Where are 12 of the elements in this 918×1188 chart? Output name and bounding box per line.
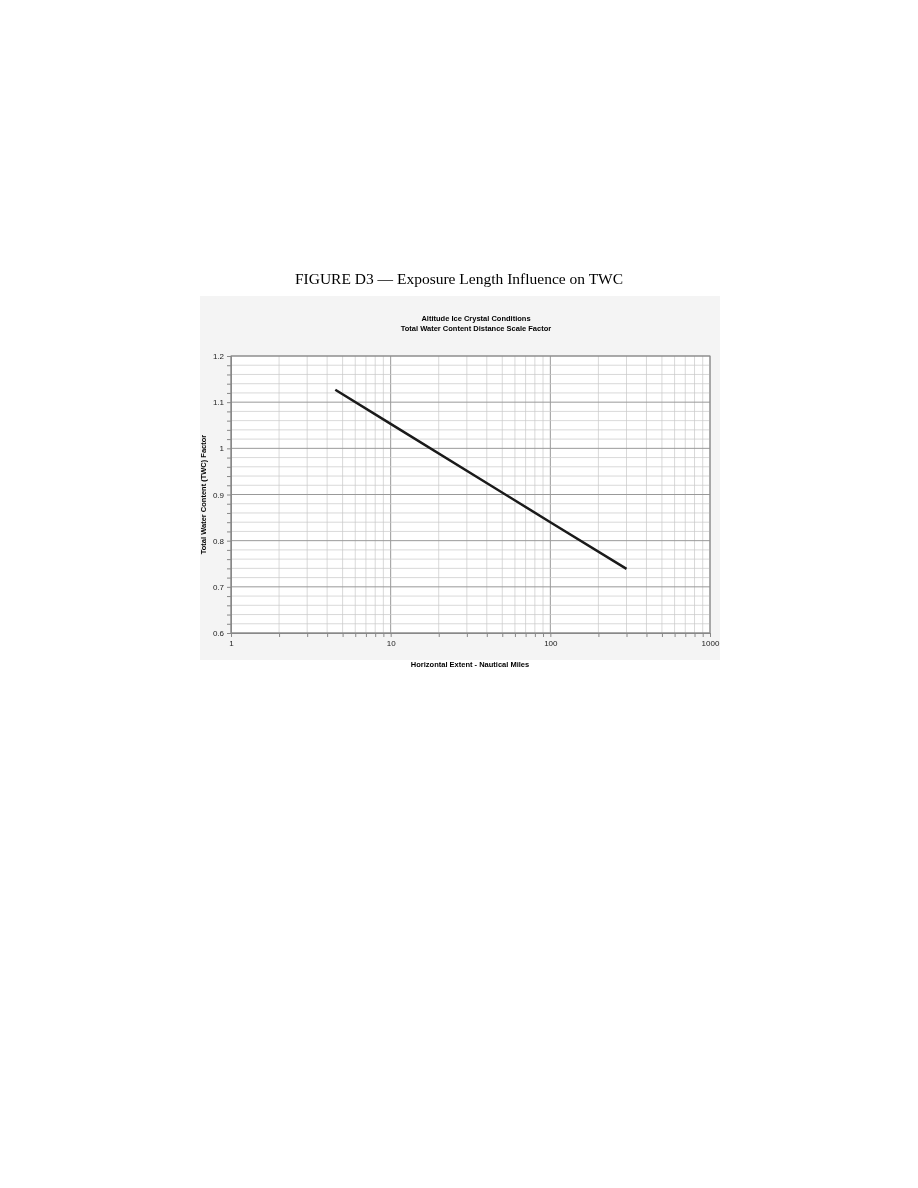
y-tick-label: 0.9: [212, 490, 225, 500]
y-tick-label: 0.6: [212, 629, 225, 639]
x-tick-label: 10: [386, 638, 397, 648]
chart-title: FIGURE D3 — Exposure Length Influence on TWC: [294, 270, 624, 287]
y-tick-label: 1.2: [212, 352, 225, 362]
x-tick-label: 1000: [701, 638, 720, 648]
y-tick-label: 0.7: [212, 582, 225, 592]
y-tick-label: 1.1: [212, 398, 225, 408]
x-tick-label: 100: [544, 638, 559, 648]
y-tick-label: 1: [219, 444, 225, 454]
x-tick-label: 1: [229, 638, 235, 648]
y-tick-label: 0.8: [212, 536, 225, 546]
